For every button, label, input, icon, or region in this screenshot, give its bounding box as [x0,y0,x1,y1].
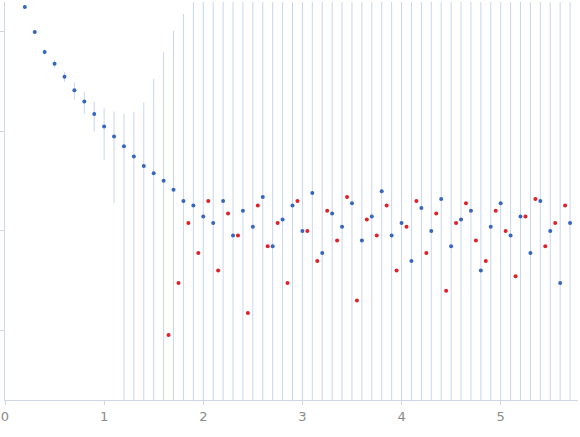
svg-text:4: 4 [397,409,405,424]
svg-text:5: 5 [497,409,505,424]
svg-text:2: 2 [199,409,207,424]
svg-text:0: 0 [1,409,9,424]
svg-text:3: 3 [298,409,306,424]
svg-text:1: 1 [100,409,108,424]
